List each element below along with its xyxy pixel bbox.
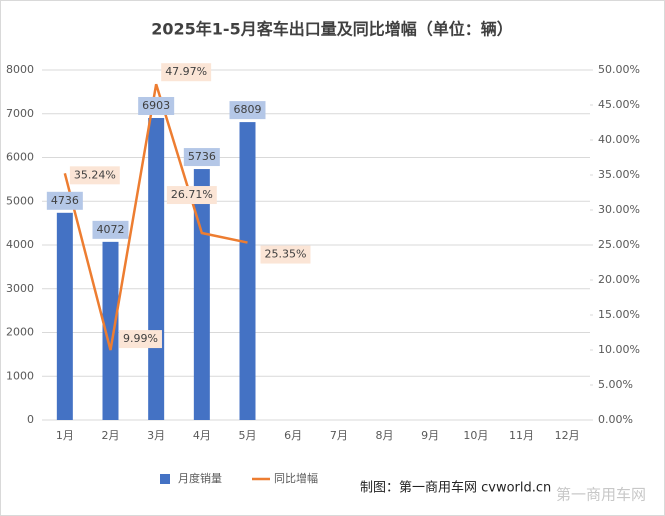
x-tick-label: 6月: [284, 429, 302, 442]
y2-tick-label: 45.00%: [598, 98, 640, 111]
y2-tick-label: 20.00%: [598, 273, 640, 286]
x-tick-label: 1月: [56, 429, 74, 442]
bar: [102, 241, 119, 420]
y2-tick-label: 5.00%: [598, 378, 633, 391]
legend-label: 月度销量: [178, 471, 222, 485]
line-value-label-bg: [69, 166, 120, 185]
y2-tick-label: 40.00%: [598, 133, 640, 146]
bar-value-label: 4736: [51, 194, 79, 207]
y-tick-label: 3000: [6, 282, 34, 295]
y-tick-label: 6000: [6, 151, 34, 164]
bar-value-label-bg: [138, 96, 175, 115]
x-tick-label: 8月: [376, 429, 394, 442]
bar-value-label: 6809: [234, 103, 262, 116]
bar-value-label: 5736: [188, 150, 216, 163]
bar-value-label: 6903: [142, 99, 170, 112]
y2-tick-label: 35.00%: [598, 168, 640, 181]
line-value-label-bg: [119, 330, 162, 349]
x-tick-label: 7月: [330, 429, 348, 442]
x-tick-label: 5月: [239, 429, 257, 442]
line-value-label: 9.99%: [123, 332, 158, 345]
y-tick-label: 4000: [6, 238, 34, 251]
y2-tick-label: 15.00%: [598, 308, 640, 321]
line-value-label: 25.35%: [265, 248, 307, 261]
y2-tick-label: 50.00%: [598, 63, 640, 76]
x-tick-label: 12月: [555, 429, 580, 442]
bar-value-label-bg: [229, 101, 266, 120]
bar: [193, 169, 210, 420]
x-tick-label: 3月: [147, 429, 165, 442]
bar-value-label: 4072: [97, 223, 125, 236]
y2-tick-label: 0.00%: [598, 413, 633, 426]
legend-label: 同比增幅: [274, 471, 318, 485]
y-tick-label: 5000: [6, 194, 34, 207]
y-tick-label: 2000: [6, 326, 34, 339]
y-tick-label: 7000: [6, 107, 34, 120]
line-value-label: 26.71%: [171, 188, 213, 201]
y-tick-label: 0: [27, 413, 34, 426]
chart-title: 2025年1-5月客车出口量及同比增幅（单位：辆）: [151, 20, 512, 39]
line-value-label: 35.24%: [74, 168, 116, 181]
bar: [239, 122, 256, 420]
bar: [148, 117, 165, 421]
y-tick-label: 1000: [6, 369, 34, 382]
bar-value-label-bg: [92, 220, 129, 239]
line-value-label-bg: [166, 186, 217, 205]
watermark: 第一商用车网: [556, 486, 646, 504]
x-tick-label: 4月: [193, 429, 211, 442]
bar-value-label-bg: [46, 191, 83, 210]
bar-value-label-bg: [183, 148, 220, 167]
source: 制图：第一商用车网 cvworld.cn: [360, 480, 551, 496]
x-tick-label: 10月: [463, 429, 488, 442]
line-value-label-bg: [260, 245, 311, 264]
x-tick-label: 9月: [421, 429, 439, 442]
y2-tick-label: 10.00%: [598, 343, 640, 356]
x-tick-label: 11月: [509, 429, 534, 442]
legend-swatch: [160, 474, 170, 484]
y-tick-label: 8000: [6, 63, 34, 76]
x-tick-label: 2月: [102, 429, 120, 442]
line-value-label: 47.97%: [165, 65, 207, 78]
bar: [56, 212, 73, 420]
line: [63, 83, 248, 351]
y2-tick-label: 30.00%: [598, 203, 640, 216]
y2-tick-label: 25.00%: [598, 238, 640, 251]
line-value-label-bg: [161, 63, 212, 82]
